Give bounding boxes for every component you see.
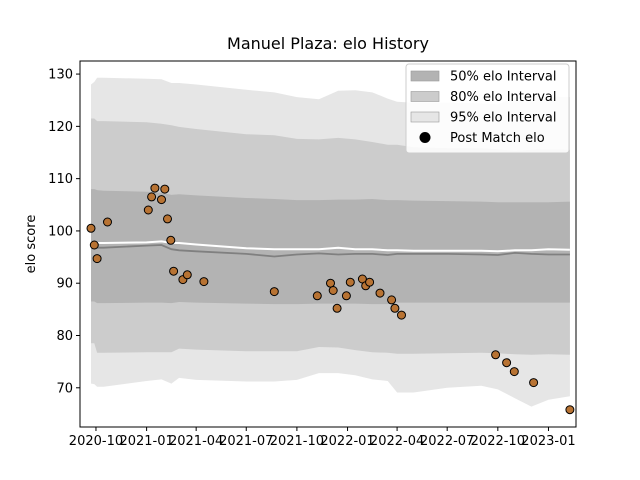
post-match-point bbox=[326, 278, 335, 288]
post-match-point bbox=[332, 303, 342, 313]
post-match-point bbox=[345, 277, 355, 287]
post-match-point bbox=[143, 205, 153, 215]
post-match-point bbox=[387, 295, 397, 305]
legend-label: 80% elo Interval bbox=[450, 90, 557, 105]
post-match-point bbox=[150, 183, 160, 193]
legend-box bbox=[405, 63, 570, 154]
post-match-points bbox=[86, 183, 575, 415]
legend-swatch bbox=[410, 70, 440, 82]
post-match-point bbox=[163, 214, 172, 224]
post-match-point bbox=[390, 303, 400, 313]
x-axis-ticks: 2020-102021-012021-042021-072021-102022-… bbox=[69, 427, 576, 449]
x-tick-label: 2022-01 bbox=[320, 434, 374, 449]
post-match-point bbox=[312, 291, 322, 301]
chart-title: Manuel Plaza: elo History bbox=[227, 34, 429, 53]
post-match-point bbox=[92, 254, 102, 264]
y-tick-label: 80 bbox=[56, 329, 73, 344]
x-tick-label: 2022-07 bbox=[420, 434, 474, 449]
y-tick-label: 70 bbox=[56, 381, 73, 396]
x-tick-label: 2021-10 bbox=[270, 434, 324, 449]
y-tick-label: 110 bbox=[48, 172, 73, 187]
post-match-point bbox=[169, 266, 179, 276]
post-match-point bbox=[86, 223, 96, 233]
post-match-point bbox=[182, 270, 192, 280]
post-match-point bbox=[491, 350, 501, 360]
y-tick-label: 90 bbox=[56, 277, 73, 292]
post-match-point bbox=[269, 287, 279, 297]
x-tick-label: 2023-01 bbox=[521, 434, 575, 449]
post-match-point bbox=[529, 378, 539, 388]
mean-line bbox=[91, 244, 570, 258]
x-tick-label: 2020-10 bbox=[69, 434, 123, 449]
x-tick-label: 2021-01 bbox=[119, 434, 173, 449]
post-match-point bbox=[103, 217, 112, 227]
x-tick-label: 2021-07 bbox=[219, 434, 273, 449]
plot-frame bbox=[79, 60, 577, 428]
post-match-point bbox=[341, 291, 351, 301]
band-50-percent bbox=[91, 189, 570, 305]
post-match-point bbox=[89, 240, 99, 250]
legend-swatch bbox=[410, 91, 440, 102]
y-tick-label: 100 bbox=[48, 224, 73, 239]
y-axis-label: elo score bbox=[24, 215, 39, 274]
post-match-point bbox=[157, 195, 166, 205]
y-tick-label: 120 bbox=[48, 120, 73, 135]
post-match-point bbox=[502, 358, 512, 368]
post-match-point bbox=[397, 310, 406, 320]
interval-bands bbox=[91, 77, 570, 407]
x-tick-label: 2022-10 bbox=[471, 434, 525, 449]
legend: 50% elo Interval 80% elo Interval 95% elo … bbox=[405, 63, 570, 154]
post-match-point bbox=[365, 277, 375, 287]
legend-swatch bbox=[410, 111, 440, 123]
legend-marker bbox=[419, 132, 431, 143]
post-match-point bbox=[160, 184, 170, 194]
x-tick-label: 2022-04 bbox=[370, 434, 424, 449]
legend-label: 95% elo Interval bbox=[450, 111, 557, 126]
post-match-point bbox=[509, 367, 519, 377]
median-line bbox=[91, 240, 570, 253]
legend-label: 50% elo Interval bbox=[450, 70, 557, 85]
x-tick-label: 2021-04 bbox=[169, 434, 223, 449]
post-match-point bbox=[166, 235, 176, 245]
y-axis-ticks: 70 80 90 100 110 120 130 bbox=[48, 68, 80, 396]
post-match-point bbox=[328, 286, 338, 295]
post-match-point bbox=[199, 277, 209, 287]
post-match-point bbox=[375, 288, 385, 298]
legend-label: Post Match elo bbox=[450, 131, 545, 146]
post-match-point bbox=[147, 192, 157, 202]
post-match-point bbox=[565, 405, 575, 415]
y-tick-label: 130 bbox=[48, 68, 73, 83]
trend-lines bbox=[91, 240, 570, 258]
